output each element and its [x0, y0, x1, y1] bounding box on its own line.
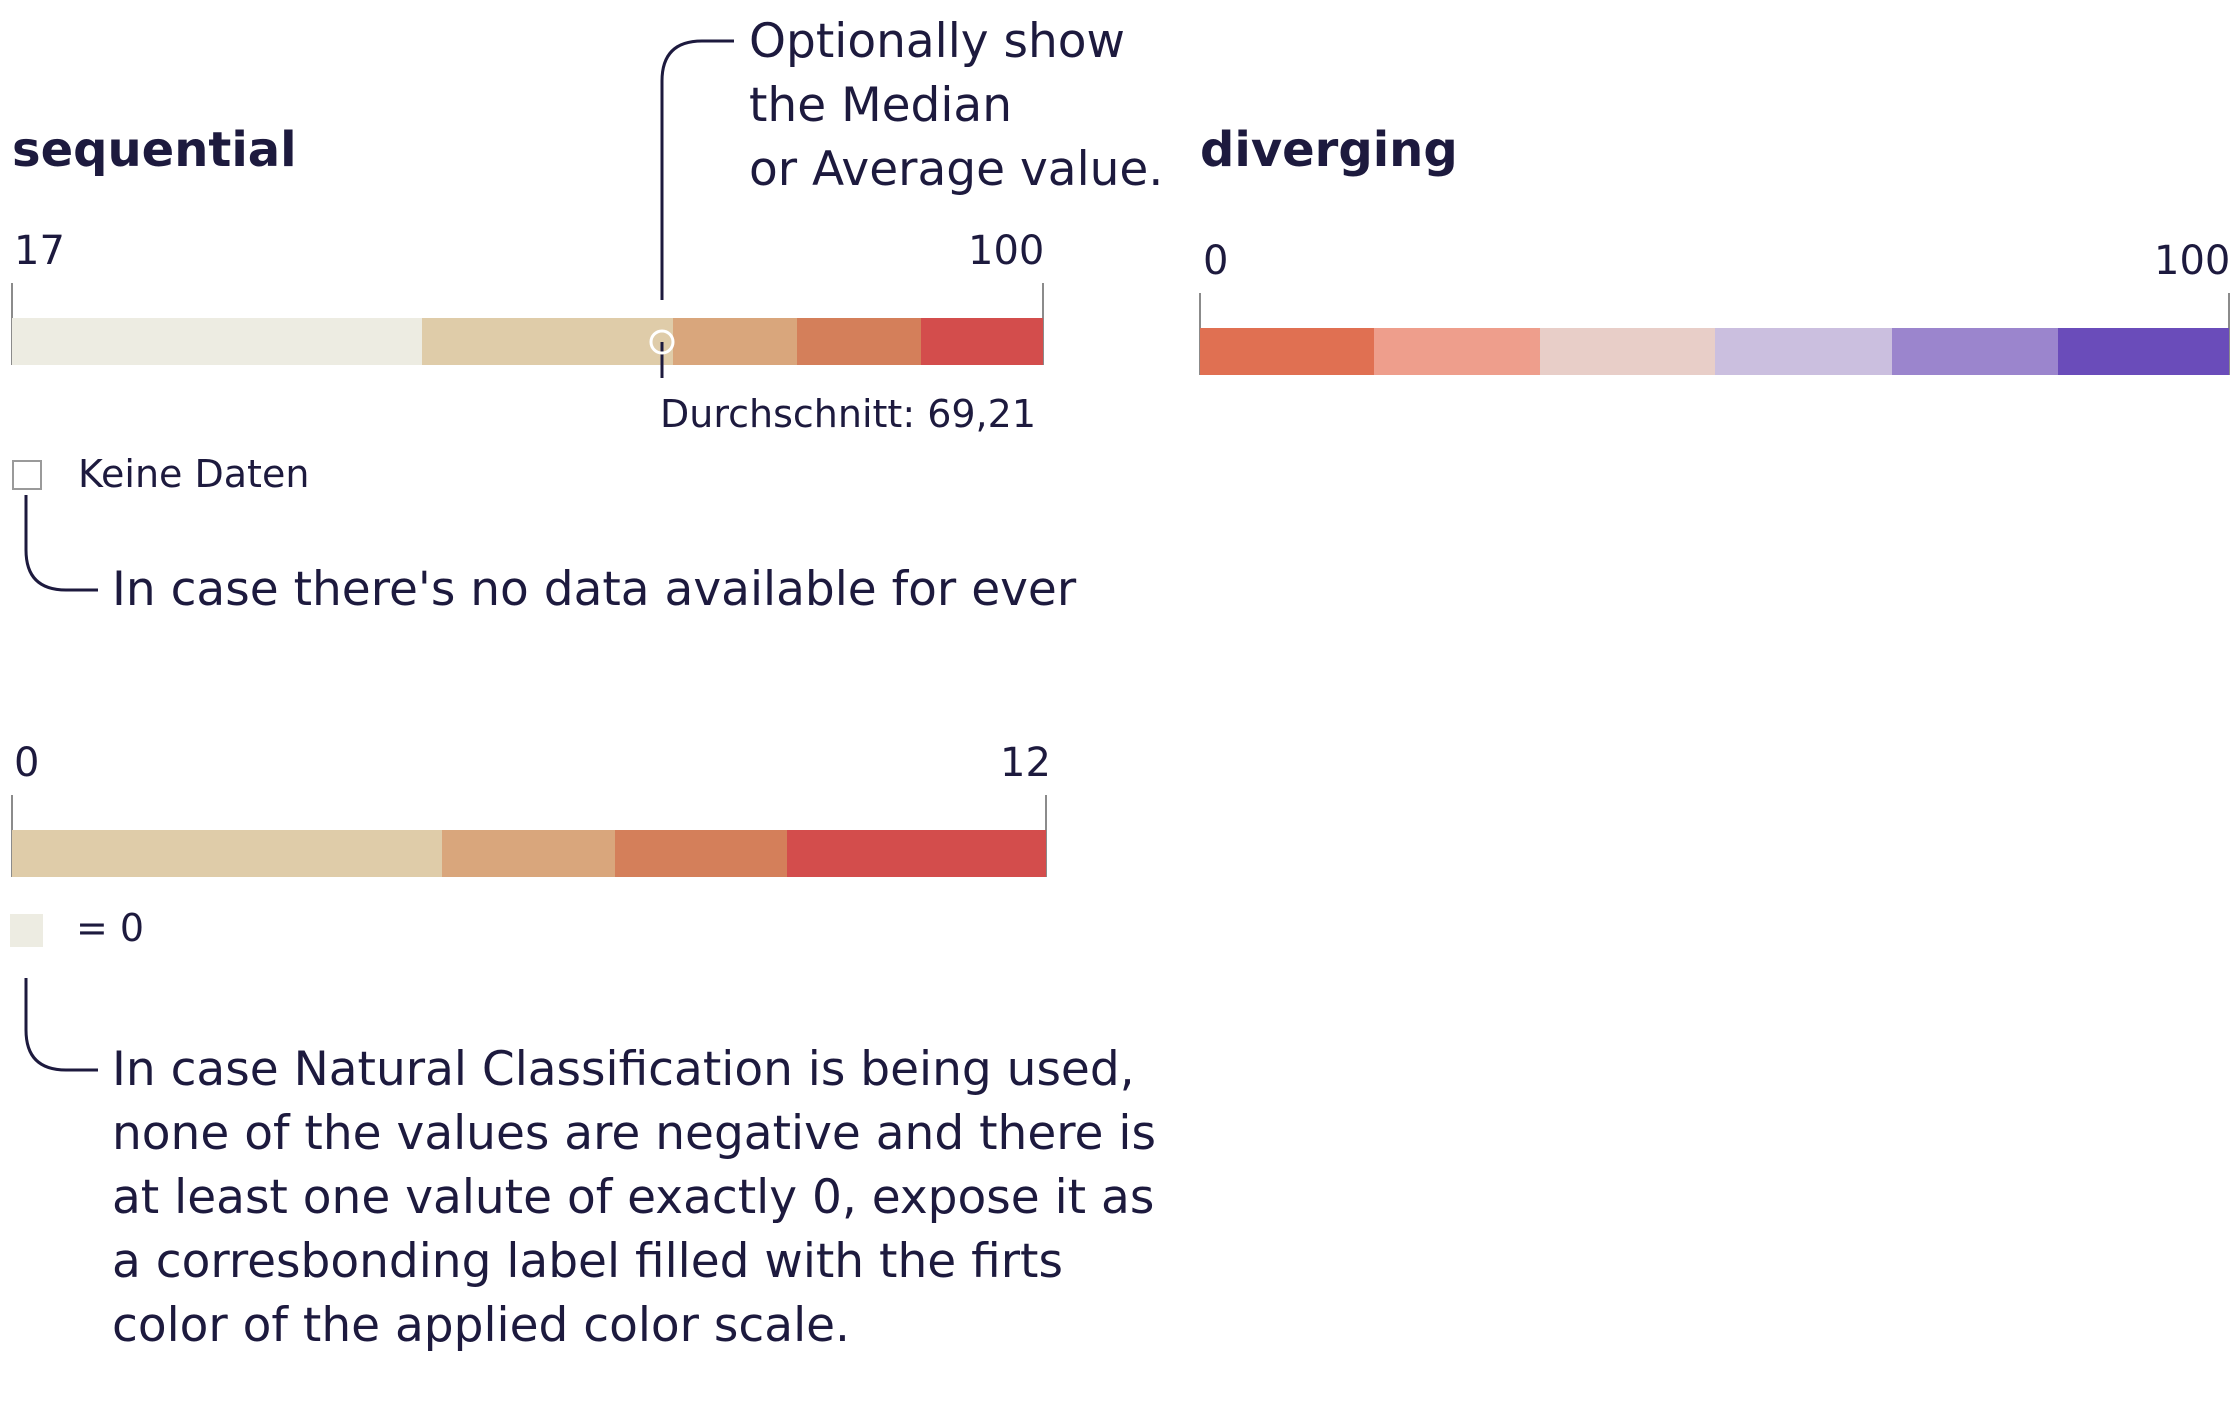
zero-label: = 0 [76, 906, 145, 950]
sequential-max-label: 100 [968, 228, 1045, 274]
natural-annotation-line: color of the applied color scale. [112, 1298, 850, 1353]
diverging-segment [1715, 328, 1892, 375]
sequential-segment [921, 318, 1043, 365]
natural-segment [442, 830, 615, 877]
sequential-segment [673, 318, 797, 365]
natural-annotation-line: none of the values are negative and ther… [112, 1106, 1156, 1161]
median-annotation: Optionally show the Median or Average va… [749, 10, 1163, 202]
diverging-max-label: 100 [2154, 238, 2231, 284]
sequential-color-scale [12, 318, 1043, 365]
natural-max-tick [1045, 795, 1047, 877]
natural-segment [12, 830, 442, 877]
average-label: Durchschnitt: 69,21 [660, 392, 1036, 436]
no-data-swatch [12, 460, 42, 490]
diverging-color-scale [1200, 328, 2229, 375]
natural-annotation-line: In case Natural Classification is being … [112, 1042, 1135, 1097]
natural-max-label: 12 [1000, 740, 1051, 786]
natural-annotation: In case Natural Classification is being … [112, 1038, 1156, 1358]
diverging-title: diverging [1200, 122, 1458, 178]
sequential-title: sequential [12, 122, 297, 178]
average-marker [649, 329, 675, 355]
sequential-max-tick [1042, 283, 1044, 365]
sequential-segment [797, 318, 921, 365]
sequential-segment [422, 318, 673, 365]
median-annotation-line: Optionally show [749, 14, 1125, 69]
median-annotation-line: the Median [749, 78, 1013, 133]
diverging-segment [1374, 328, 1540, 375]
no-data-label: Keine Daten [78, 452, 310, 496]
natural-segment [787, 830, 1046, 877]
sequential-segment [12, 318, 422, 365]
median-annotation-line: or Average value. [749, 142, 1164, 197]
diverging-segment [1200, 328, 1374, 375]
diverging-segment [2058, 328, 2229, 375]
zero-swatch [10, 914, 43, 947]
natural-segment [615, 830, 787, 877]
natural-annotation-line: at least one valute of exactly 0, expose… [112, 1170, 1155, 1225]
natural-color-scale [12, 830, 1046, 877]
natural-min-label: 0 [14, 740, 40, 786]
diverging-segment [1540, 328, 1715, 375]
diverging-segment [1892, 328, 2058, 375]
natural-annotation-line: a corresbonding label filled with the fi… [112, 1234, 1063, 1289]
sequential-min-label: 17 [14, 228, 65, 274]
no-data-annotation: In case there's no data available for ev… [112, 562, 1077, 617]
diverging-min-label: 0 [1203, 238, 1229, 284]
diverging-max-tick [2228, 293, 2230, 375]
